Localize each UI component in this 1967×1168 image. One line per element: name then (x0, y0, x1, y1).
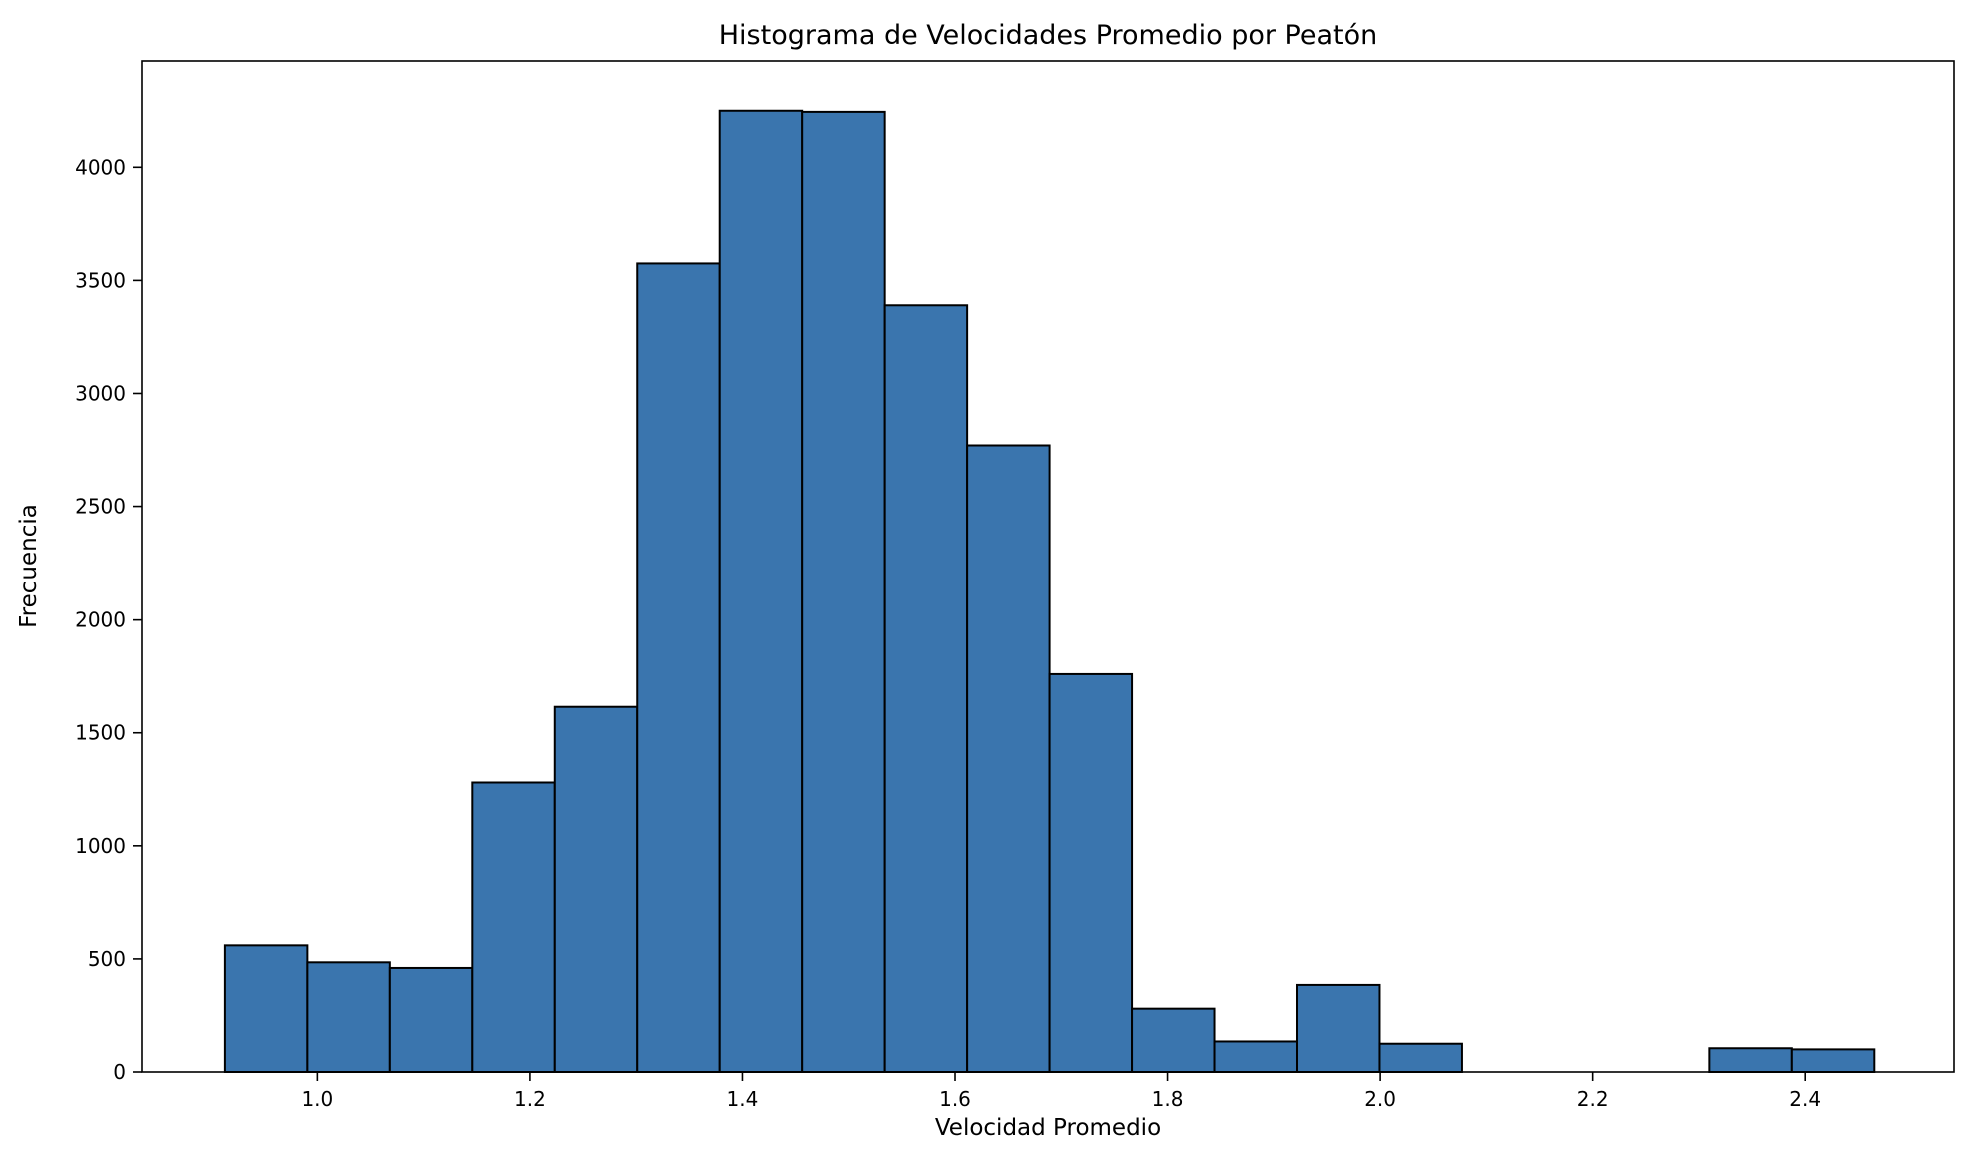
x-tick-label: 1.4 (727, 1087, 759, 1111)
histogram-bar (718, 109, 804, 1074)
x-tick-label: 1.2 (514, 1087, 546, 1111)
chart-title: Histograma de Velocidades Promedio por P… (719, 20, 1377, 51)
y-tick-label: 4000 (75, 155, 126, 179)
histogram-bar (471, 781, 556, 1073)
y-tick-label: 500 (88, 947, 126, 971)
histogram-bar (1790, 1048, 1876, 1074)
histogram-bar (883, 304, 969, 1074)
x-tick-label: 1.8 (1152, 1087, 1184, 1111)
y-tick-label: 2500 (75, 495, 126, 519)
histogram-bar (388, 966, 474, 1073)
y-tick-label: 0 (113, 1060, 126, 1084)
histogram-bars (223, 109, 1876, 1074)
y-axis-ticks: 0 500 1000 1500 2000 2500 3000 3500 4000 (75, 155, 142, 1084)
histogram-bar (1048, 672, 1134, 1073)
x-axis-ticks: 1.0 1.2 1.4 1.6 1.8 2.0 2.2 2.4 (301, 1072, 1821, 1111)
x-tick-label: 2.0 (1364, 1087, 1396, 1111)
histogram-bar (223, 944, 309, 1073)
y-tick-label: 3000 (75, 381, 126, 405)
histogram-bar (1378, 1042, 1463, 1073)
x-tick-label: 1.0 (301, 1087, 333, 1111)
histogram-bar (1296, 983, 1381, 1073)
histogram-bar (1213, 1040, 1299, 1073)
x-tick-label: 2.4 (1789, 1087, 1821, 1111)
x-tick-label: 1.6 (939, 1087, 971, 1111)
y-tick-label: 3500 (75, 268, 126, 292)
histogram-bar (966, 444, 1051, 1073)
histogram-bar (801, 110, 886, 1073)
y-axis-label: Frecuencia (16, 504, 42, 628)
y-tick-label: 1500 (75, 721, 126, 745)
x-axis-label: Velocidad Promedio (935, 1115, 1161, 1141)
histogram-bar (553, 705, 639, 1074)
histogram-bar (1708, 1047, 1793, 1074)
histogram-bar (1131, 1007, 1216, 1073)
x-tick-label: 2.2 (1577, 1087, 1609, 1111)
histogram-bar (636, 262, 721, 1074)
y-tick-label: 2000 (75, 608, 126, 632)
plot-area-frame (141, 60, 1955, 1073)
y-tick-label: 1000 (75, 834, 126, 858)
histogram-bar (306, 961, 391, 1073)
